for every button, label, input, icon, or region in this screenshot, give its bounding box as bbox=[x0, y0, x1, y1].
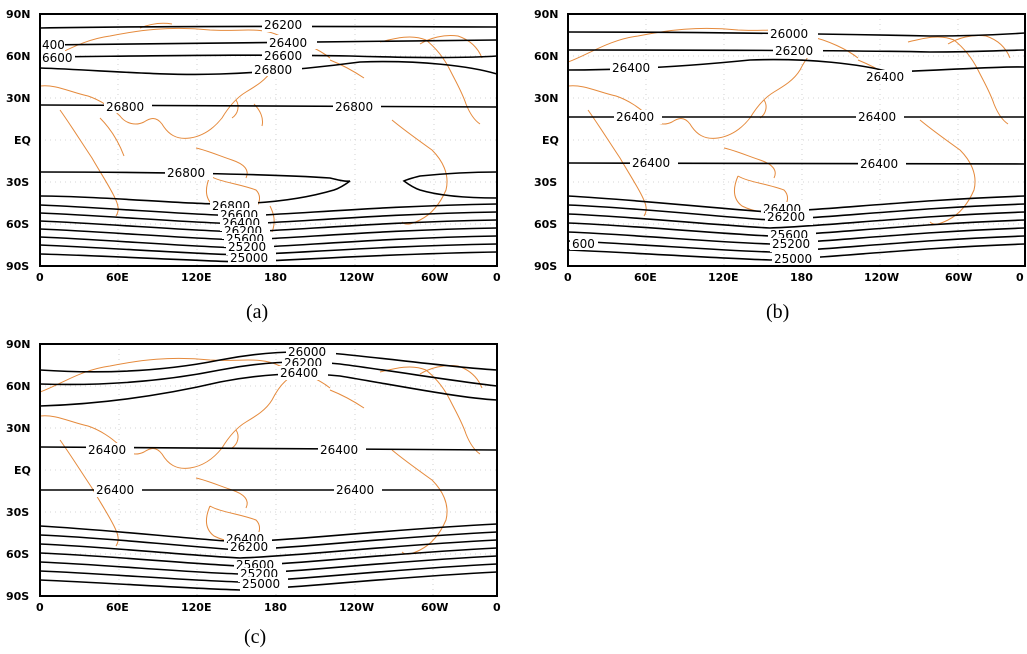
lon-tick-label: 60W bbox=[945, 271, 972, 284]
contour-labels-a: 26200 26400 26600 26800 26800 26800 2680… bbox=[41, 18, 381, 265]
contour-label: 26400 bbox=[632, 156, 670, 170]
lat-tick-label: 90S bbox=[534, 260, 557, 273]
lat-tick-label: EQ bbox=[14, 464, 31, 477]
panel-a: 26200 26400 26600 26800 26800 26800 2680… bbox=[0, 0, 510, 330]
contour-label: 26000 bbox=[770, 27, 808, 41]
contour-label: 26400 bbox=[320, 443, 358, 457]
panel-b: 26000 26200 26400 26400 26400 26400 2640… bbox=[530, 0, 1027, 330]
contour-label: 26800 bbox=[335, 100, 373, 114]
panel-caption: (a) bbox=[246, 301, 269, 323]
lon-tick-label: 60E bbox=[106, 601, 129, 614]
contour-label: 6600 bbox=[42, 51, 73, 65]
contour-label: 25000 bbox=[774, 252, 812, 266]
lat-tick-label: 30S bbox=[6, 506, 29, 519]
lon-tick-label: 120E bbox=[708, 271, 738, 284]
lon-tick-label: 120E bbox=[181, 271, 211, 284]
lon-axis-b: 0 60E 120E 180 120W 60W 0 bbox=[564, 271, 1024, 284]
map-c: 26000 26200 26400 26400 26400 26400 2640… bbox=[6, 338, 501, 614]
lon-tick-label: 0 bbox=[36, 601, 44, 614]
contour-label: 26200 bbox=[767, 210, 805, 224]
contour-label: 26400 bbox=[612, 61, 650, 75]
lat-tick-label: 90N bbox=[534, 8, 559, 21]
panel-c: 26000 26200 26400 26400 26400 26400 2640… bbox=[0, 330, 510, 654]
contour-label: 25200 bbox=[228, 240, 266, 254]
contour-label: 26600 bbox=[264, 49, 302, 63]
lat-tick-label: 60N bbox=[6, 380, 31, 393]
contour-label: 26400 bbox=[96, 483, 134, 497]
contour-label: 26200 bbox=[264, 18, 302, 32]
contour-label: 26400 bbox=[336, 483, 374, 497]
lat-tick-label: 90N bbox=[6, 8, 31, 21]
lat-tick-label: 30N bbox=[534, 92, 559, 105]
contour-label: 26400 bbox=[860, 157, 898, 171]
grid-a bbox=[40, 14, 497, 266]
map-frame bbox=[567, 13, 1026, 267]
lat-tick-label: 90S bbox=[6, 260, 29, 273]
lon-axis-c: 0 60E 120E 180 120W 60W 0 bbox=[36, 601, 501, 614]
contour-label: 26000 bbox=[288, 345, 326, 359]
lon-tick-label: 0 bbox=[36, 271, 44, 284]
contour-label: 600 bbox=[572, 237, 595, 251]
lon-axis-a: 0 60E 120E 180 120W 60W 0 bbox=[36, 271, 501, 284]
lat-tick-label: 30S bbox=[534, 176, 557, 189]
panel-caption: (c) bbox=[244, 626, 267, 648]
lon-tick-label: 120E bbox=[181, 601, 211, 614]
contour-label: 26400 bbox=[616, 110, 654, 124]
panel-caption: (b) bbox=[766, 301, 790, 323]
lat-tick-label: 30N bbox=[6, 422, 31, 435]
lon-tick-label: 120W bbox=[339, 601, 374, 614]
lon-tick-label: 60E bbox=[106, 271, 129, 284]
lon-tick-label: 0 bbox=[564, 271, 572, 284]
map-frame bbox=[39, 13, 498, 267]
lat-tick-label: 60S bbox=[534, 218, 557, 231]
contour-label: 26400 bbox=[858, 110, 896, 124]
lat-tick-label: EQ bbox=[542, 134, 559, 147]
lon-tick-label: 120W bbox=[864, 271, 899, 284]
lat-axis-a: 90N 60N 30N EQ 30S 60S 90S bbox=[6, 8, 31, 273]
contour-label: 26800 bbox=[106, 100, 144, 114]
lon-tick-label: 60E bbox=[634, 271, 657, 284]
lon-tick-label: 180 bbox=[264, 271, 287, 284]
contour-label: 26200 bbox=[775, 44, 813, 58]
lat-tick-label: 90S bbox=[6, 590, 29, 603]
contour-label: 26400 bbox=[280, 366, 318, 380]
map-a: 26200 26400 26600 26800 26800 26800 2680… bbox=[6, 8, 501, 284]
lat-tick-label: 30N bbox=[6, 92, 31, 105]
lon-tick-label: 0 bbox=[493, 271, 501, 284]
lat-tick-label: 90N bbox=[6, 338, 31, 351]
lat-tick-label: EQ bbox=[14, 134, 31, 147]
map-frame bbox=[39, 343, 498, 597]
lon-tick-label: 60W bbox=[421, 601, 448, 614]
contour-label: 26400 bbox=[88, 443, 126, 457]
lon-tick-label: 0 bbox=[1016, 271, 1024, 284]
lon-tick-label: 0 bbox=[493, 601, 501, 614]
lon-tick-label: 60W bbox=[421, 271, 448, 284]
contour-label: 26200 bbox=[230, 540, 268, 554]
contour-label: 25200 bbox=[772, 237, 810, 251]
contour-labels-b: 26000 26200 26400 26400 26400 26400 2640… bbox=[570, 27, 912, 266]
lon-tick-label: 120W bbox=[339, 271, 374, 284]
contour-label: 26400 bbox=[269, 36, 307, 50]
contour-label: 25000 bbox=[242, 577, 280, 591]
lat-tick-label: 60N bbox=[6, 50, 31, 63]
lat-axis-b: 90N 60N 30N EQ 30S 60S 90S bbox=[534, 8, 559, 273]
map-b: 26000 26200 26400 26400 26400 26400 2640… bbox=[534, 8, 1026, 284]
contour-label: 26400 bbox=[866, 70, 904, 84]
contour-label: 26800 bbox=[254, 63, 292, 77]
lon-tick-label: 180 bbox=[790, 271, 813, 284]
lat-axis-c: 90N 60N 30N EQ 30S 60S 90S bbox=[6, 338, 31, 603]
contour-label: 26800 bbox=[167, 166, 205, 180]
lat-tick-label: 60S bbox=[6, 218, 29, 231]
lat-tick-label: 60S bbox=[6, 548, 29, 561]
lat-tick-label: 60N bbox=[534, 50, 559, 63]
contour-labels-c: 26000 26200 26400 26400 26400 26400 2640… bbox=[86, 345, 382, 591]
lat-tick-label: 30S bbox=[6, 176, 29, 189]
contour-label: 25000 bbox=[230, 251, 268, 265]
lon-tick-label: 180 bbox=[264, 601, 287, 614]
contour-label: 400 bbox=[42, 38, 65, 52]
